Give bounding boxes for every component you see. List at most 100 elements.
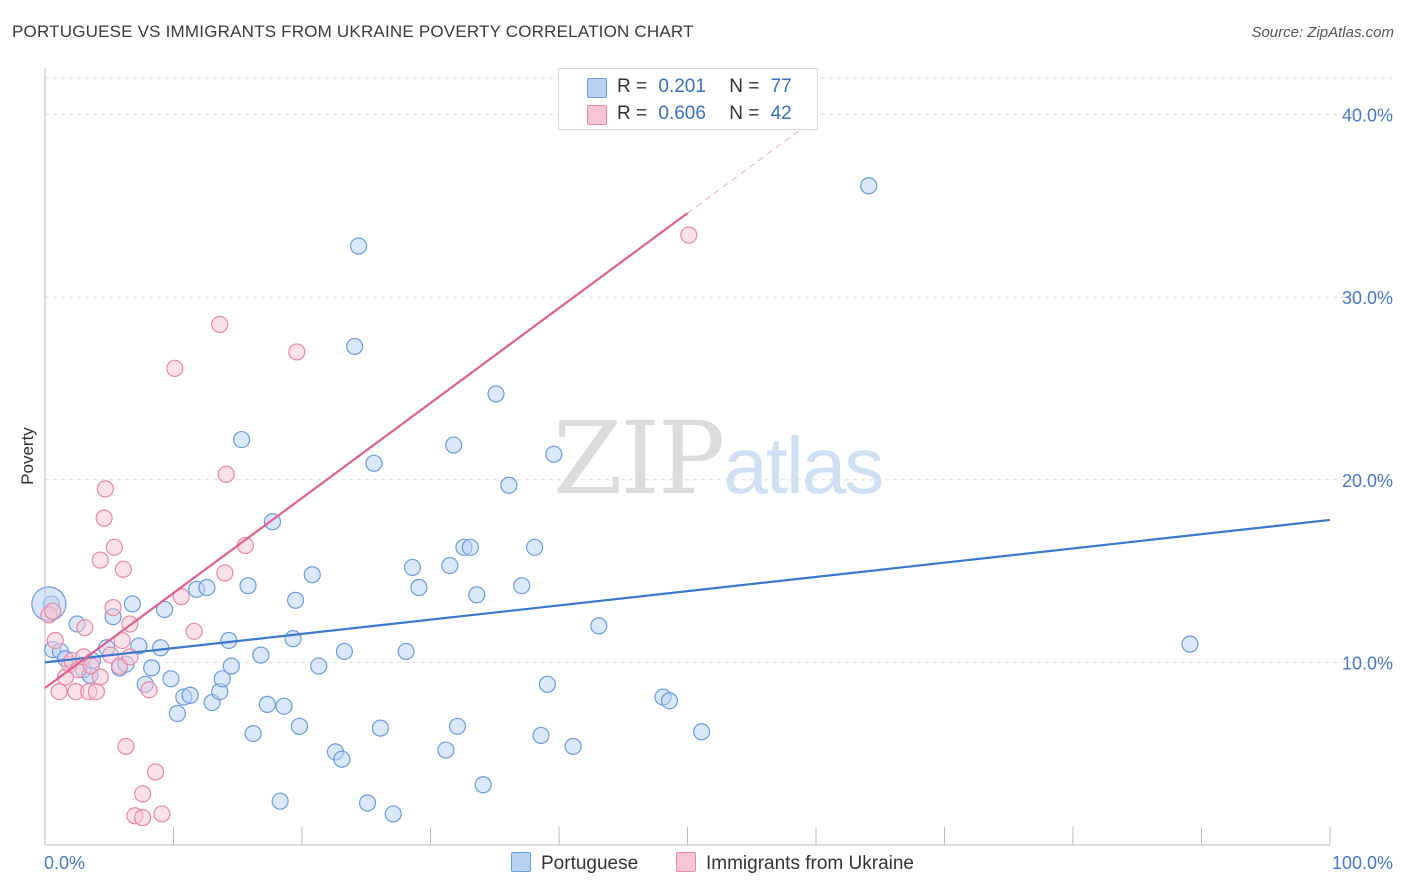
ukraine-point bbox=[104, 598, 122, 617]
chart-title: PORTUGUESE VS IMMIGRANTS FROM UKRAINE PO… bbox=[12, 22, 694, 41]
ukraine-point bbox=[91, 668, 109, 686]
bottom-legend-ukraine[interactable]: Immigrants from Ukraine bbox=[676, 852, 914, 875]
source-label: Source: ZipAtlas.com bbox=[1251, 24, 1394, 41]
ukraine-point bbox=[216, 564, 234, 582]
portuguese-point bbox=[410, 578, 428, 597]
portuguese-point bbox=[538, 675, 557, 693]
portuguese-point bbox=[660, 692, 679, 710]
ukraine-point bbox=[117, 737, 135, 755]
portuguese-point bbox=[333, 750, 351, 768]
y-tick-label: 10.0% bbox=[1342, 653, 1393, 673]
portuguese-point bbox=[258, 695, 276, 713]
portuguese-point bbox=[222, 657, 240, 675]
legend-n-label: N = bbox=[729, 76, 760, 97]
bottom-legend-portuguese[interactable]: Portuguese bbox=[511, 852, 638, 875]
portuguese-point bbox=[123, 595, 141, 613]
ukraine-point bbox=[217, 465, 235, 483]
ukraine-points bbox=[40, 226, 698, 827]
bottom-legend-swatch-ukraine bbox=[676, 852, 696, 872]
legend-r-label: R = bbox=[617, 76, 648, 97]
legend-swatch-ukraine bbox=[587, 105, 607, 125]
portuguese-point bbox=[143, 659, 161, 677]
ukraine-point bbox=[91, 551, 109, 569]
ukraine-point bbox=[87, 682, 106, 701]
portuguese-point bbox=[384, 805, 402, 823]
ukraine-point bbox=[166, 359, 184, 377]
portuguese-point bbox=[860, 177, 878, 195]
portuguese-point bbox=[346, 337, 364, 356]
portuguese-point bbox=[474, 776, 492, 794]
ukraine-point bbox=[44, 602, 62, 620]
portuguese-point bbox=[448, 717, 467, 735]
ukraine-point bbox=[153, 805, 171, 823]
ukraine-point bbox=[140, 681, 158, 699]
trend-lines bbox=[44, 117, 1331, 689]
y-tick-label: 40.0% bbox=[1342, 106, 1393, 126]
portuguese-point bbox=[500, 476, 518, 494]
portuguese-point bbox=[461, 538, 479, 556]
bottom-legend-label: Immigrants from Ukraine bbox=[706, 853, 914, 874]
gridlines bbox=[45, 77, 1395, 663]
portuguese-point bbox=[468, 586, 486, 604]
portuguese-point bbox=[487, 385, 505, 403]
legend-n-value: 77 bbox=[770, 76, 792, 97]
portuguese-point bbox=[532, 726, 550, 745]
watermark-atlas: atlas bbox=[723, 421, 884, 510]
ukraine-point bbox=[146, 763, 165, 781]
portuguese-point bbox=[213, 670, 231, 688]
ukraine-point bbox=[50, 682, 68, 701]
portuguese-point bbox=[513, 577, 531, 595]
portuguese-point bbox=[244, 725, 262, 743]
portuguese-point bbox=[358, 794, 377, 812]
portuguese-point bbox=[310, 657, 328, 675]
portuguese-point bbox=[349, 237, 368, 255]
portuguese-point bbox=[303, 566, 321, 584]
ukraine-point bbox=[95, 509, 113, 527]
portuguese-point bbox=[275, 697, 293, 715]
portuguese-point bbox=[252, 646, 270, 664]
portuguese-point bbox=[181, 686, 199, 704]
portuguese-points bbox=[31, 177, 1199, 823]
ukraine-point bbox=[96, 480, 114, 498]
portuguese-point bbox=[335, 642, 354, 661]
x-tick-label: 100.0% bbox=[1332, 853, 1393, 873]
ukraine-trend-line bbox=[44, 212, 689, 689]
portuguese-point bbox=[162, 670, 180, 688]
tick-labels: 10.0% 20.0% 30.0% 40.0% 0.0% 100.0% Poverty bbox=[18, 106, 1393, 873]
ukraine-point bbox=[288, 343, 306, 361]
portuguese-point bbox=[233, 430, 251, 449]
portuguese-point bbox=[365, 454, 383, 472]
portuguese-trend-line bbox=[44, 518, 1331, 664]
portuguese-point bbox=[545, 445, 563, 463]
portuguese-point bbox=[441, 556, 459, 575]
portuguese-point bbox=[564, 737, 582, 755]
y-tick-label: 20.0% bbox=[1342, 471, 1393, 491]
portuguese-point bbox=[198, 578, 216, 597]
ukraine-point bbox=[114, 560, 132, 578]
portuguese-point bbox=[284, 630, 302, 648]
portuguese-point bbox=[693, 723, 711, 741]
bottom-legend-label: Portuguese bbox=[541, 853, 639, 874]
portuguese-point bbox=[239, 577, 257, 595]
portuguese-point bbox=[168, 704, 186, 723]
legend-r-value: 0.201 bbox=[658, 76, 706, 97]
x-tick-label: 0.0% bbox=[44, 853, 85, 873]
legend-r-value: 0.606 bbox=[658, 103, 706, 124]
correlation-legend: R = 0.201 N = 77 R = 0.606 N = 42 bbox=[558, 68, 818, 130]
watermark: ZIPatlas bbox=[553, 400, 884, 517]
portuguese-point bbox=[290, 717, 309, 735]
legend-n-label: N = bbox=[729, 103, 760, 124]
bottom-legend-swatch-portuguese bbox=[511, 852, 531, 872]
portuguese-point bbox=[286, 591, 305, 609]
portuguese-point bbox=[155, 600, 174, 619]
portuguese-point bbox=[525, 538, 544, 556]
portuguese-point bbox=[437, 741, 455, 759]
ukraine-trend-extension bbox=[687, 117, 817, 214]
ukraine-point bbox=[113, 631, 131, 650]
axes bbox=[44, 68, 1331, 846]
ukraine-point bbox=[134, 809, 152, 827]
ukraine-point bbox=[211, 315, 229, 334]
legend-swatch-portuguese bbox=[587, 78, 607, 98]
ukraine-point bbox=[105, 538, 123, 556]
